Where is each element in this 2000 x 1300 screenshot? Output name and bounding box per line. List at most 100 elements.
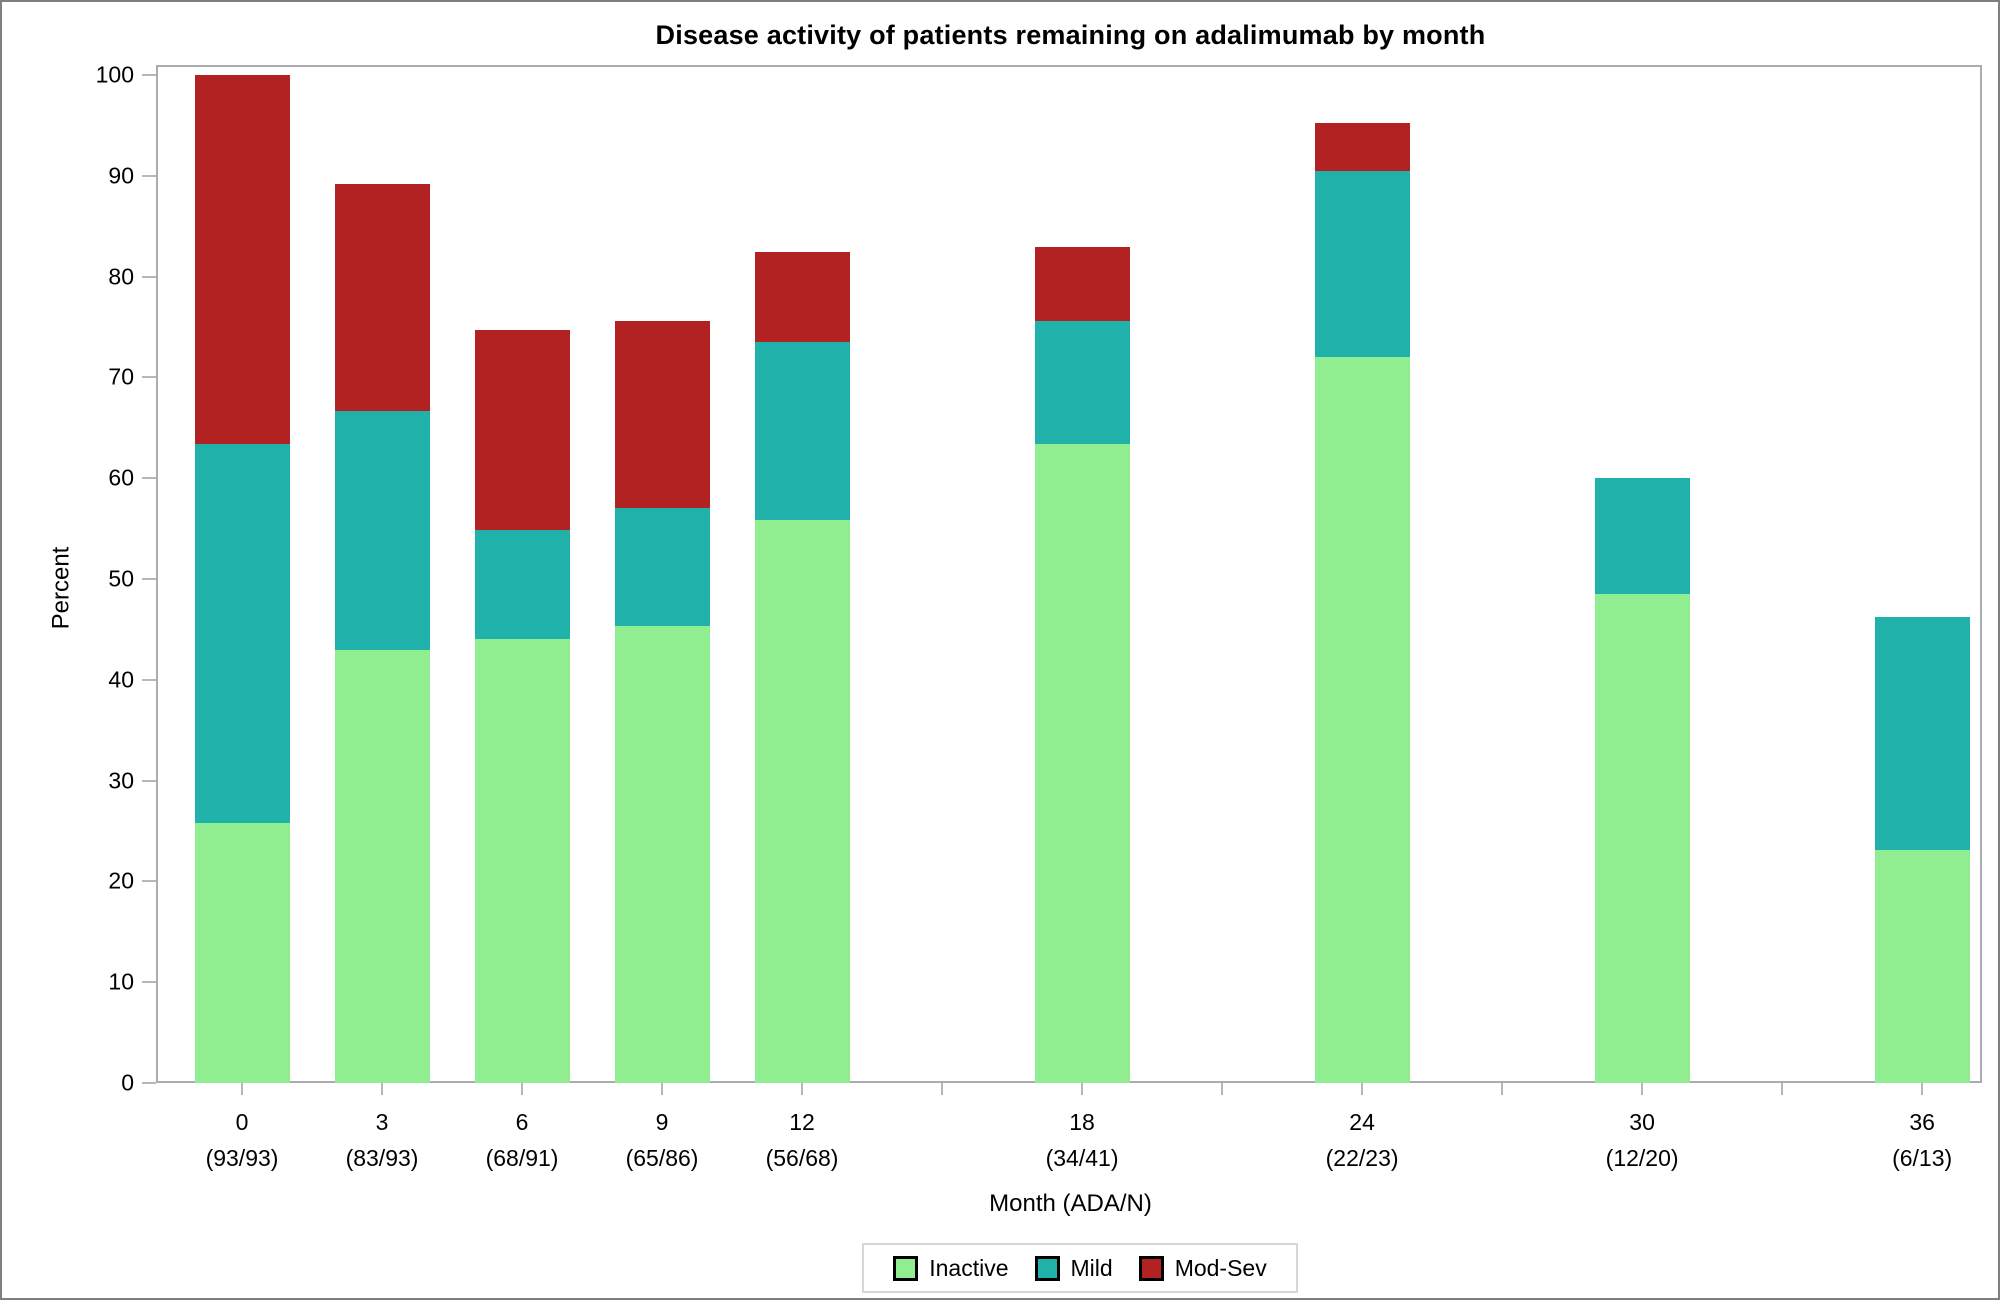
x-category-month: 30 [1629, 1109, 1655, 1135]
bar-segment-inactive [1034, 443, 1130, 1083]
x-category-month: 36 [1909, 1109, 1935, 1135]
y-tick-label: 0 [121, 1069, 134, 1096]
legend-item-inactive: Inactive [893, 1254, 1009, 1282]
x-category-fraction: (22/23) [1325, 1144, 1399, 1171]
x-category-fraction: (65/86) [625, 1144, 699, 1171]
y-tick-label: 30 [108, 767, 134, 794]
x-tick-mark [1781, 1083, 1784, 1095]
y-tick-label: 70 [108, 363, 134, 390]
x-category-month: 6 [515, 1109, 529, 1135]
legend-swatch-icon [1034, 1255, 1060, 1281]
x-category-label: 3 (83/93) [346, 1105, 419, 1176]
y-tick-mark [142, 275, 156, 278]
x-tick-mark [1921, 1083, 1924, 1095]
x-category-label: 0 (93/93) [206, 1105, 279, 1176]
y-axis-title: Percent [47, 546, 75, 630]
x-category-fraction: (68/91) [485, 1144, 559, 1171]
y-tick-mark [142, 578, 156, 580]
bar-segment-mod-sev [194, 75, 290, 444]
bar-segment-mild [194, 443, 290, 823]
bar-segment-mild [1034, 320, 1130, 444]
x-category-month: 0 [235, 1109, 249, 1135]
x-tick-mark [241, 1083, 243, 1095]
y-tick-label: 90 [108, 162, 134, 189]
bar-segment-inactive [1314, 357, 1410, 1083]
bar-segment-mod-sev [754, 252, 850, 343]
bar-segment-mod-sev [1314, 123, 1410, 171]
legend-label: Mild [1070, 1254, 1113, 1281]
x-category-label: 30 (12/20) [1606, 1105, 1679, 1176]
y-tick-label: 40 [108, 666, 134, 693]
y-tick-mark [142, 981, 156, 984]
bar-segment-inactive [194, 822, 290, 1083]
x-category-fraction: (93/93) [205, 1144, 279, 1171]
y-tick-mark [142, 678, 156, 681]
bar-segment-mod-sev [1034, 247, 1130, 321]
bar-segment-mod-sev [474, 330, 570, 530]
x-category-label: 9 (65/86) [626, 1105, 699, 1176]
x-category-label: 6 (68/91) [486, 1105, 559, 1176]
bar-segment-mild [1874, 617, 1970, 851]
bar-segment-mild [334, 410, 430, 650]
bar-segment-inactive [754, 519, 850, 1083]
x-category-month: 12 [789, 1109, 815, 1135]
x-tick-mark [1361, 1083, 1364, 1095]
y-tick-mark [142, 376, 156, 379]
x-tick-mark [661, 1083, 664, 1095]
bar-segment-inactive [1594, 594, 1690, 1083]
y-tick-label: 100 [95, 61, 134, 88]
y-tick-label: 60 [108, 464, 134, 491]
x-tick-mark [801, 1083, 804, 1095]
bar-segment-mild [474, 529, 570, 640]
x-tick-mark [1501, 1083, 1504, 1095]
x-tick-mark [1081, 1083, 1084, 1095]
x-category-fraction: (6/13) [1892, 1144, 1953, 1171]
x-tick-mark [381, 1083, 383, 1095]
y-tick-label: 80 [108, 263, 134, 290]
bar-segment-inactive [474, 639, 570, 1083]
x-axis-title: Month (ADA/N) [989, 1190, 1152, 1217]
y-tick-mark [142, 1082, 156, 1084]
x-category-fraction: (83/93) [345, 1144, 419, 1171]
y-tick-label: 10 [108, 968, 134, 995]
chart-title: Disease activity of patients remaining o… [655, 20, 1486, 50]
bar-segment-mild [1594, 478, 1690, 595]
bar-segment-inactive [614, 626, 710, 1083]
y-tick-mark [142, 477, 156, 480]
bar-segment-mild [1314, 170, 1410, 358]
x-category-month: 9 [655, 1109, 669, 1135]
y-tick-label: 20 [108, 867, 134, 894]
y-tick-mark [142, 74, 156, 76]
legend-label: Mod-Sev [1174, 1254, 1267, 1281]
x-category-fraction: (34/41) [1045, 1144, 1119, 1171]
bar-segment-mod-sev [614, 320, 710, 509]
x-category-month: 24 [1349, 1109, 1375, 1135]
x-category-month: 3 [375, 1109, 389, 1135]
x-category-label: 24 (22/23) [1326, 1105, 1399, 1176]
legend-item-mild: Mild [1034, 1254, 1113, 1282]
bar-segment-mild [614, 508, 710, 627]
x-category-fraction: (56/68) [765, 1144, 839, 1171]
x-category-month: 18 [1069, 1109, 1095, 1135]
legend-swatch-icon [1138, 1255, 1164, 1281]
y-tick-label: 50 [108, 565, 134, 592]
x-category-label: 18 (34/41) [1046, 1105, 1119, 1176]
legend-label: Inactive [929, 1254, 1009, 1281]
legend-item-mod-sev: Mod-Sev [1138, 1254, 1267, 1282]
bar-segment-mod-sev [334, 183, 430, 411]
y-tick-mark [142, 880, 156, 883]
bar-segment-inactive [1874, 850, 1970, 1083]
x-category-label: 12 (56/68) [766, 1105, 839, 1176]
x-tick-mark [521, 1083, 524, 1095]
x-tick-mark [1641, 1083, 1644, 1095]
legend-swatch-icon [893, 1255, 919, 1281]
y-tick-mark [142, 779, 156, 782]
x-tick-mark [941, 1083, 944, 1095]
y-tick-mark [142, 174, 156, 177]
x-tick-mark [1221, 1083, 1224, 1095]
x-category-fraction: (12/20) [1605, 1144, 1679, 1171]
bar-segment-mild [754, 342, 850, 520]
legend: Inactive Mild Mod-Sev [862, 1243, 1298, 1293]
bar-segment-inactive [334, 649, 430, 1083]
